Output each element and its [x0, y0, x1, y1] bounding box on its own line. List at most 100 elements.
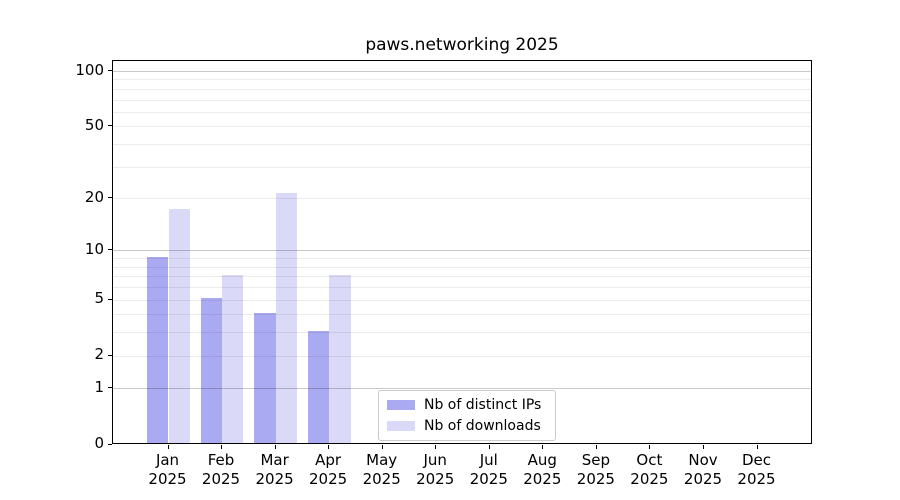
- gridline-minor: [113, 198, 811, 200]
- y-tick-mark: [108, 443, 112, 445]
- gridline-minor: [113, 126, 811, 128]
- x-tick-mark: [435, 444, 437, 449]
- x-tick-mark: [274, 444, 276, 449]
- x-tick-month: Jan: [155, 451, 180, 469]
- gridline-minor: [113, 314, 811, 316]
- x-tick-month: Apr: [315, 451, 342, 469]
- y-tick-label: 100: [75, 60, 104, 79]
- x-tick-mark: [488, 444, 490, 449]
- legend-label-downloads: Nb of downloads: [424, 418, 541, 434]
- x-tick-year: 2025: [309, 470, 348, 488]
- x-tick-label: Mar 2025: [239, 451, 311, 489]
- gridline-minor: [113, 258, 811, 260]
- x-tick-mark: [381, 444, 383, 449]
- gridline-minor: [113, 299, 811, 301]
- x-tick-month: Feb: [207, 451, 235, 469]
- gridline-minor: [113, 111, 811, 113]
- x-tick-label: Aug 2025: [506, 451, 578, 489]
- x-tick-mark: [167, 444, 169, 449]
- bar-downloads: [329, 274, 351, 443]
- y-tick-mark: [108, 249, 112, 251]
- x-tick-label: Oct 2025: [613, 451, 685, 489]
- y-tick-mark: [108, 197, 112, 199]
- gridline-major: [113, 388, 811, 390]
- x-tick-year: 2025: [148, 470, 187, 488]
- y-tick-label: 2: [94, 345, 104, 364]
- x-tick-mark: [221, 444, 222, 449]
- x-tick-mark: [756, 444, 758, 449]
- x-tick-year: 2025: [362, 470, 401, 488]
- x-tick-label: Dec 2025: [721, 451, 793, 489]
- x-tick-mark: [542, 444, 544, 449]
- y-tick-label: 10: [84, 239, 104, 258]
- x-tick-label: Jul 2025: [453, 451, 525, 489]
- x-tick-year: 2025: [683, 470, 723, 488]
- x-tick-month: Jun: [423, 451, 447, 469]
- x-tick-year: 2025: [576, 470, 615, 488]
- gridline-minor: [113, 332, 811, 334]
- y-tick-mark: [108, 298, 112, 300]
- x-tick-mark: [703, 444, 704, 449]
- gridline-minor: [113, 355, 811, 357]
- x-tick-year: 2025: [523, 470, 562, 488]
- y-tick-label: 0: [94, 434, 104, 452]
- bar-downloads: [275, 192, 297, 443]
- legend-swatch-downloads: [387, 421, 415, 431]
- x-tick-mark: [595, 444, 597, 449]
- y-tick-label: 1: [94, 377, 104, 396]
- x-tick-month: Dec: [741, 451, 772, 469]
- bar-distinct-ips: [200, 298, 223, 443]
- x-tick-mark: [328, 444, 330, 449]
- y-tick-mark: [108, 387, 112, 389]
- bar-downloads: [168, 209, 190, 443]
- bar-distinct-ips: [254, 312, 276, 443]
- gridline-major: [113, 250, 811, 252]
- y-tick-label: 20: [84, 187, 104, 206]
- legend-item-downloads: Nb of downloads: [387, 418, 547, 434]
- plot-area: [112, 60, 812, 444]
- x-tick-mark: [649, 444, 651, 449]
- bar-downloads: [222, 274, 244, 443]
- legend-swatch-distinct-ips: [387, 400, 415, 410]
- y-tick-mark: [108, 70, 112, 71]
- x-tick-year: 2025: [630, 470, 669, 488]
- x-tick-month: Sep: [581, 451, 611, 469]
- x-tick-month: May: [366, 451, 398, 469]
- legend: Nb of distinct IPs Nb of downloads: [378, 390, 556, 441]
- legend-item-distinct-ips: Nb of distinct IPs: [387, 397, 547, 413]
- y-tick-label: 50: [84, 115, 104, 134]
- x-tick-label: Jun 2025: [399, 451, 471, 489]
- x-tick-label: Nov 2025: [667, 451, 739, 489]
- legend-label-distinct-ips: Nb of distinct IPs: [424, 397, 542, 413]
- x-tick-year: 2025: [416, 470, 455, 488]
- gridline-minor: [113, 88, 811, 90]
- bars-layer: [113, 61, 811, 443]
- x-tick-month: Nov: [688, 451, 718, 469]
- x-tick-label: Apr 2025: [292, 451, 364, 489]
- x-tick-month: Oct: [636, 451, 663, 469]
- x-tick-month: Aug: [527, 451, 557, 469]
- gridline-minor: [113, 276, 811, 278]
- bar-distinct-ips: [147, 256, 169, 443]
- x-tick-label: Sep 2025: [560, 451, 632, 489]
- grid-layer: [113, 61, 811, 443]
- y-tick-mark: [108, 354, 112, 356]
- x-tick-year: 2025: [201, 470, 241, 488]
- gridline-minor: [113, 166, 811, 168]
- y-tick-mark: [108, 125, 112, 127]
- chart-title: paws.networking 2025: [365, 35, 559, 55]
- y-tick-label: 5: [94, 289, 104, 307]
- gridline-minor: [113, 99, 811, 101]
- x-tick-label: Feb 2025: [185, 451, 257, 489]
- x-tick-year: 2025: [469, 470, 508, 488]
- gridline-minor: [113, 266, 811, 268]
- gridline-minor: [113, 287, 811, 288]
- x-tick-year: 2025: [255, 470, 294, 488]
- x-tick-month: Jul: [479, 451, 498, 469]
- gridline-minor: [113, 144, 811, 145]
- x-tick-year: 2025: [737, 470, 776, 488]
- gridline-major: [113, 71, 811, 72]
- x-tick-label: May 2025: [346, 451, 418, 489]
- bar-distinct-ips: [307, 330, 330, 443]
